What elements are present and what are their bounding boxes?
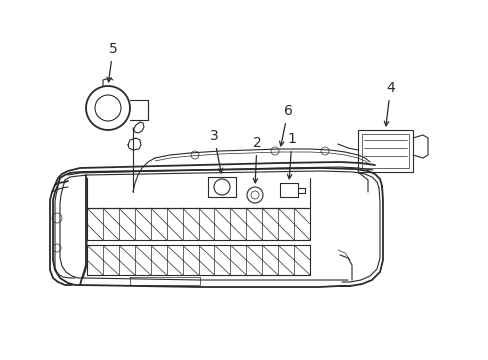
Text: 4: 4 — [384, 81, 394, 126]
Text: 6: 6 — [279, 104, 292, 146]
Text: 2: 2 — [252, 136, 261, 183]
Bar — [361, 134, 408, 168]
Text: 5: 5 — [107, 42, 117, 82]
Bar — [357, 130, 412, 172]
Text: 1: 1 — [287, 132, 296, 179]
Text: 3: 3 — [209, 129, 222, 173]
